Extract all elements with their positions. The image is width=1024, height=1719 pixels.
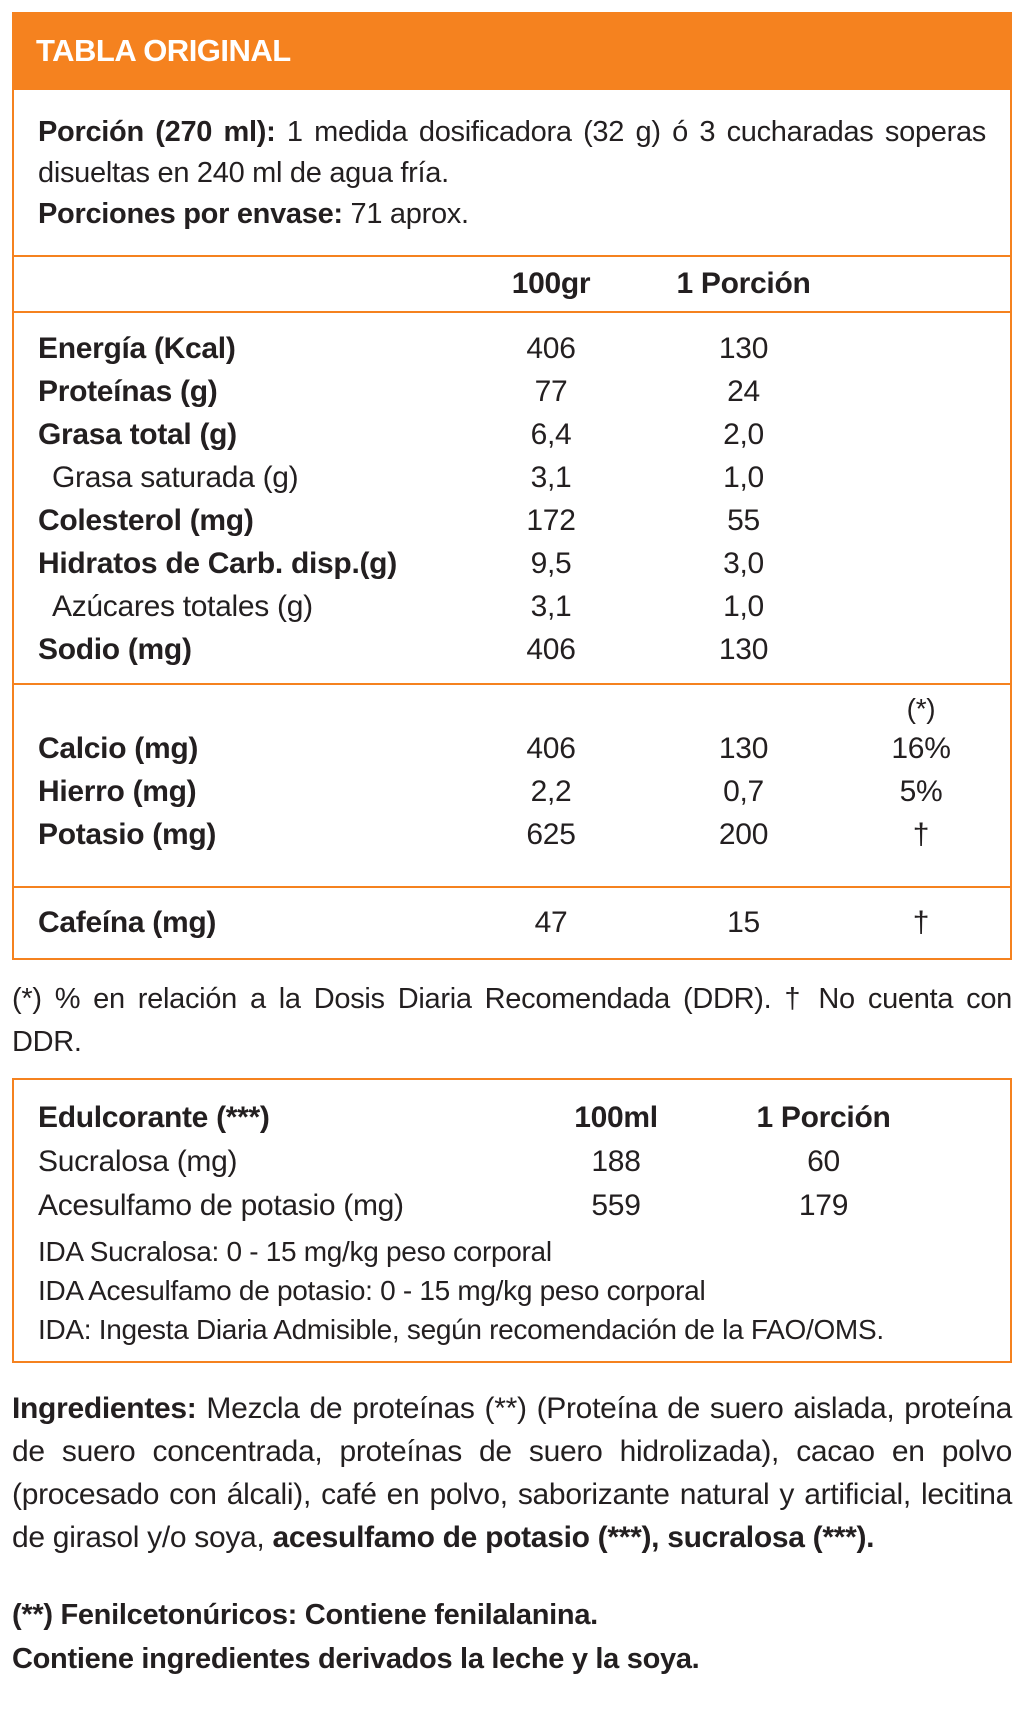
sweetener-header: Edulcorante (***) — [38, 1101, 270, 1134]
table-row: Acesulfamo de potasio (mg) 559 179 — [38, 1189, 849, 1222]
caffeine-section: Cafeína (mg) 47 15 † — [14, 888, 1010, 958]
table-row: Proteínas (g) 77 24 — [38, 374, 760, 408]
section-divider — [14, 255, 1010, 257]
table2-column-headers: Edulcorante (***) 100ml 1 Porción — [38, 1096, 936, 1140]
table-row: Hierro (mg) 2,2 0,7 5% — [38, 770, 986, 813]
ida-sucralosa-line: IDA Sucralosa: 0 - 15 mg/kg peso corpora… — [38, 1236, 552, 1267]
header-bar: TABLA ORIGINAL — [12, 12, 1012, 90]
dagger-symbol: † — [912, 905, 930, 939]
section-divider — [14, 886, 1010, 888]
ingredients-paragraph: Ingredientes: Mezcla de proteínas (**) (… — [12, 1392, 1012, 1554]
table-row: Calcio (mg) 406 130 16% — [38, 727, 986, 770]
section-divider — [14, 311, 1010, 313]
table1-column-headers: 100gr 1 Porción — [14, 257, 1010, 311]
ddr-asterisk-header: (*) — [906, 693, 936, 724]
dagger-symbol: † — [912, 817, 930, 851]
table-row: Azúcares totales (g) 3,1 1,0 — [52, 589, 764, 623]
ddr-header-row: (*) — [38, 691, 986, 727]
ddr-percent: 16% — [891, 731, 951, 765]
milk-soy-warning: Contiene ingredientes derivados la leche… — [12, 1643, 700, 1675]
sweetener-table-box: Edulcorante (***) 100ml 1 Porción Sucral… — [12, 1078, 1012, 1363]
table-row: Grasa saturada (g) 3,1 1,0 — [52, 460, 764, 494]
ida-notes: IDA Sucralosa: 0 - 15 mg/kg peso corpora… — [38, 1232, 986, 1349]
table-row: Cafeína (mg) 47 15 † — [38, 901, 986, 944]
table1-col-100gr: 100gr — [511, 267, 591, 300]
allergen-warnings: (**) Fenilcetonúricos: Contiene fenilala… — [12, 1593, 1012, 1681]
minerals-section: (*) Calcio (mg) 406 130 16% Hierro (mg) … — [14, 685, 1010, 886]
ida-acesulfamo-line: IDA Acesulfamo de potasio: 0 - 15 mg/kg … — [38, 1275, 706, 1306]
table2-col-100ml: 100ml — [574, 1101, 658, 1134]
table1-col-porcion: 1 Porción — [676, 267, 811, 300]
table1-nutrient-rows: Energía (Kcal) 406 130 Proteínas (g) 77 … — [14, 313, 1010, 683]
table-row: Hidratos de Carb. disp.(g) 9,5 3,0 — [38, 546, 764, 580]
section-divider — [14, 683, 1010, 685]
table-row: Sodio (mg) 406 130 — [38, 632, 769, 666]
ddr-percent: 5% — [899, 774, 943, 808]
nutrition-table-box: Porción (270 ml): 1 medida dosificadora … — [12, 90, 1012, 960]
table-row: Sucralosa (mg) 188 60 — [38, 1145, 840, 1178]
table-row: Colesterol (mg) 172 55 — [38, 503, 760, 537]
servings-per-container-line: Porciones por envase: 71 aprox. — [38, 198, 469, 230]
phenylketonurics-warning: (**) Fenilcetonúricos: Contiene fenilala… — [12, 1599, 598, 1631]
ida-definition-line: IDA: Ingesta Diaria Admisible, según rec… — [38, 1314, 884, 1345]
table-row: Grasa total (g) 6,4 2,0 — [38, 417, 764, 451]
serving-info: Porción (270 ml): 1 medida dosificadora … — [14, 90, 1010, 255]
page-title: TABLA ORIGINAL — [36, 33, 291, 68]
table-row: Energía (Kcal) 406 130 — [38, 331, 769, 365]
ddr-footnote: (*) % en relación a la Dosis Diaria Reco… — [12, 983, 1012, 1058]
table2-col-porcion: 1 Porción — [756, 1101, 891, 1134]
table-row: Potasio (mg) 625 200 † — [38, 813, 986, 856]
serving-size-line: Porción (270 ml): 1 medida dosificadora … — [38, 116, 986, 189]
